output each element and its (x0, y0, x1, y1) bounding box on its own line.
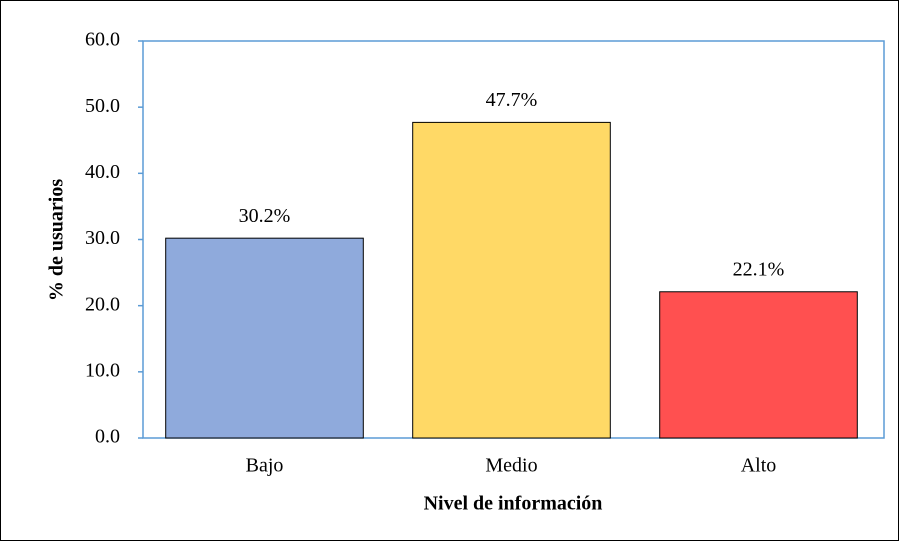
bar (412, 121, 611, 439)
y-tick-label: 10.0 (85, 359, 120, 381)
y-tick-label: 0.0 (95, 426, 120, 448)
y-axis-title: % de usuarios (46, 179, 68, 301)
y-tick-label: 30.0 (85, 227, 120, 249)
y-tick-label: 20.0 (85, 293, 120, 315)
bar (659, 291, 858, 439)
data-label: 47.7% (486, 89, 538, 111)
bar (165, 237, 364, 439)
data-label: 30.2% (239, 205, 291, 227)
x-tick-label: Alto (741, 455, 777, 477)
y-tick-label: 60.0 (85, 29, 120, 51)
y-tick-label: 40.0 (85, 161, 120, 183)
data-label: 22.1% (733, 258, 785, 280)
x-axis-title: Nivel de información (424, 493, 603, 515)
y-tick-label: 50.0 (85, 95, 120, 117)
x-tick-label: Bajo (246, 455, 284, 477)
x-tick-label: Medio (485, 455, 537, 477)
